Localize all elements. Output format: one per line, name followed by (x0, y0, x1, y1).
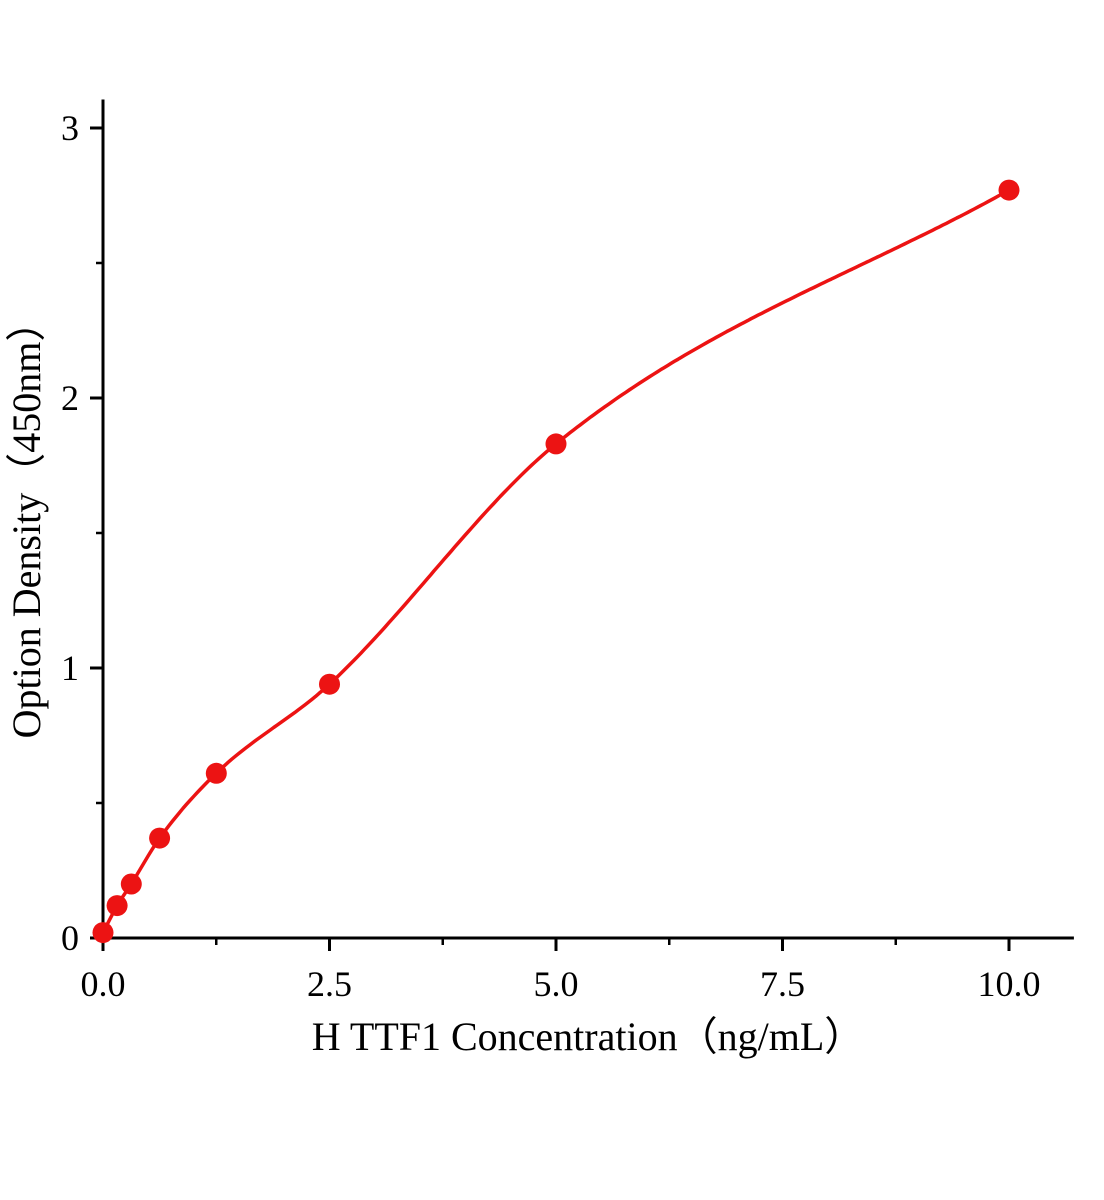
y-axis-title: Option Density（450nm） (4, 302, 49, 739)
data-point (205, 762, 227, 784)
data-point (998, 179, 1020, 201)
x-tick-label: 7.5 (760, 964, 805, 1004)
axis-line (101, 99, 1074, 940)
fit-curve (101, 188, 1011, 935)
axes (101, 99, 1074, 940)
data-point (106, 895, 128, 917)
x-tick-label: 10.0 (978, 964, 1041, 1004)
y-tick-label: 0 (61, 918, 79, 958)
y-tick-label: 1 (61, 648, 79, 688)
axis-ticks (90, 126, 1011, 951)
y-tick-label: 2 (61, 378, 79, 418)
data-point (149, 827, 171, 849)
data-point (319, 673, 340, 695)
data-series (92, 179, 1020, 944)
data-point (92, 922, 114, 944)
x-tick-label: 0.0 (81, 964, 126, 1004)
tick-labels: 0 1 2 3 0.0 2.5 5.0 7.5 10.0 (61, 108, 1041, 1004)
data-point (120, 873, 142, 895)
y-tick-label: 3 (61, 108, 79, 148)
x-tick-label: 5.0 (534, 964, 579, 1004)
data-point (545, 433, 567, 455)
x-axis-title: H TTF1 Concentration（ng/mL） (312, 1014, 865, 1059)
x-tick-label: 2.5 (307, 964, 352, 1004)
